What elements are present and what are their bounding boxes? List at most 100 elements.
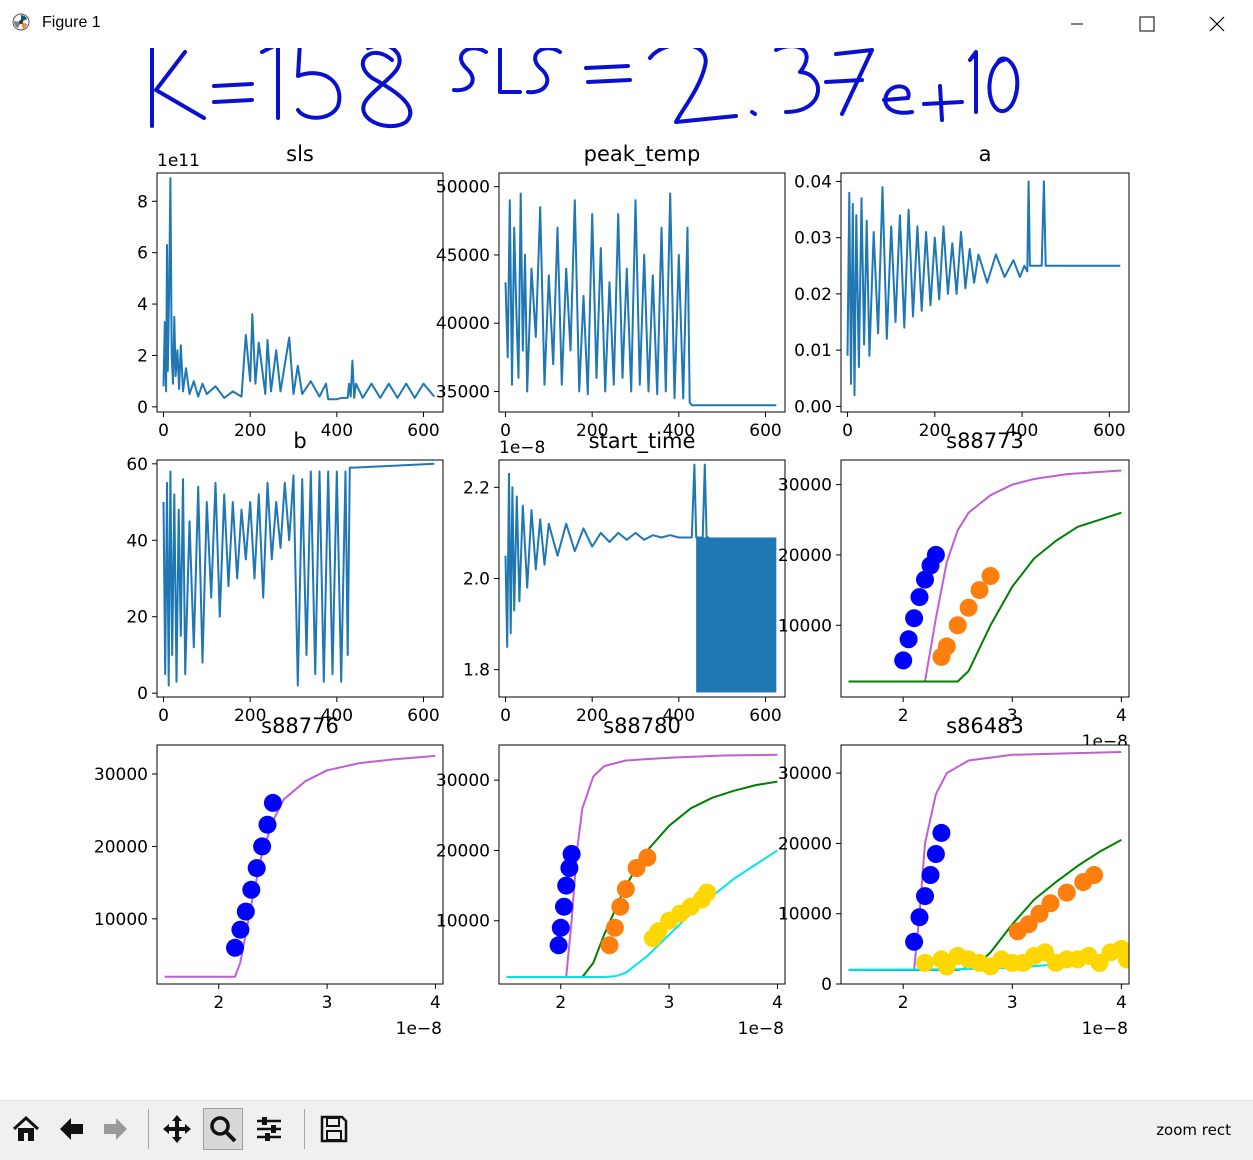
close-button[interactable] [1182,0,1252,48]
data-point-blue [236,902,255,921]
data-point-blue [253,837,272,856]
data-point-blue [910,908,929,927]
data-point-blue [562,845,581,863]
data-point-blue [926,845,945,863]
y-tick-label: 0.03 [794,229,832,249]
x-tick-label: 200 [576,421,608,441]
subplot-title: s88773 [946,429,1024,453]
subplot-title: s88776 [261,714,339,738]
y-tick-label: 50000 [436,178,490,198]
data-point-yellow [1090,953,1109,972]
toolbar-separator [148,1109,149,1149]
plot-area [504,192,777,407]
subplots-button[interactable] [249,1108,289,1150]
y-tick-label: 2.0 [463,570,490,590]
data-point-blue [226,938,244,957]
home-icon [12,1115,40,1141]
y-tick-label: 0 [137,684,148,704]
y-tick-label: 40000 [436,314,490,334]
x-tick-label: 400 [1006,421,1038,441]
y-tick-label: 30000 [778,476,832,496]
zoom-button[interactable] [203,1108,243,1150]
y-tick-label: 0.01 [794,341,832,361]
data-point-blue [551,918,570,937]
subplot-title: s88780 [603,714,681,738]
y-tick-label: 30000 [778,764,832,784]
y-tick-label: 40 [126,531,148,551]
subplot-title: sls [286,142,314,166]
status-message: zoom rect [1156,1121,1231,1139]
data-point-blue [926,545,945,564]
data-point-orange [1041,894,1060,913]
window-title: Figure 1 [42,14,101,31]
subplot-start_time: 0 200 400 600 1.8 2.0 2.2 start_time 1e−8 [463,429,786,726]
axes-background [157,173,443,412]
data-point-orange [605,918,624,937]
x-tick-label: 0 [500,706,511,726]
x-tick-label: 600 [1093,421,1125,441]
back-button[interactable] [51,1108,91,1150]
y-tick-label: 35000 [436,383,490,403]
close-icon [1209,16,1225,32]
y-tick-label: 20000 [436,841,490,861]
x-tick-label: 200 [576,706,608,726]
y-tick-label: 10000 [94,910,148,930]
data-point-blue [247,859,266,878]
x-tick-label: 200 [234,421,266,441]
x-tick-label: 3 [1007,993,1018,1013]
data-point-orange [959,598,978,617]
series-line [504,192,777,407]
data-point-blue [899,630,918,649]
subplot-title: start_time [589,429,696,454]
y-tick-label: 60 [126,455,148,475]
x-tick-label: 200 [234,706,266,726]
x-tick-label: 400 [321,706,353,726]
plot-area [846,180,1121,397]
minimize-button[interactable] [1042,0,1112,48]
data-point-orange [970,581,989,600]
x-tick-label: 2 [898,706,909,726]
home-button[interactable] [6,1108,46,1150]
axes-background [841,173,1129,412]
series-line [846,180,1121,397]
data-point-yellow [959,950,978,969]
data-point-blue [549,936,568,955]
subplot-title: a [979,142,992,166]
data-point-blue [921,866,940,884]
y-tick-label: 0.02 [794,285,832,305]
plot-area [162,177,436,401]
save-button[interactable] [314,1108,354,1150]
data-point-orange [600,936,619,955]
axes-frame [840,459,1130,698]
x-tick-label: 400 [321,421,353,441]
y-tick-label: 0.00 [794,397,832,417]
x-tick-label: 2 [213,993,224,1013]
maximize-button[interactable] [1112,0,1182,48]
subplot-title: s86483 [946,714,1024,738]
y-tick-label: 20000 [778,546,832,566]
y-tick-label: 10000 [778,905,832,925]
axis-offset-label: 1e−8 [499,438,545,458]
y-tick-label: 10000 [778,616,832,636]
x-tick-label: 0 [158,421,169,441]
data-point-blue [258,815,277,834]
navigation-toolbar: zoom rect [0,1100,1253,1160]
axes-frame [156,459,444,698]
data-point-yellow [1046,953,1065,972]
data-point-orange [611,897,630,916]
axes-background [157,745,443,984]
fit-curve-magenta [164,754,436,978]
pan-button[interactable] [157,1108,197,1150]
plot-area [162,462,435,687]
y-tick-label: 2.2 [463,478,490,498]
data-point-yellow [698,883,716,902]
axes-frame [156,744,444,985]
data-point-yellow [981,957,1000,976]
arrow-left-icon [60,1118,83,1140]
x-tick-label: 600 [749,706,781,726]
data-point-blue [916,887,934,906]
data-point-blue [242,880,261,899]
data-point-yellow [937,957,956,976]
forward-button[interactable] [96,1108,136,1150]
